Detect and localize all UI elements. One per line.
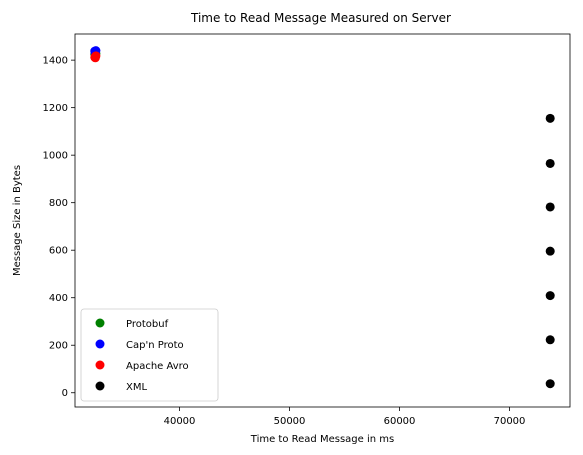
x-axis-label: Time to Read Message in ms [250,434,394,445]
legend-marker [95,360,105,370]
data-point-apache-avro-3 [90,53,100,63]
data-point-xml-0 [545,113,555,123]
x-tick-label: 70000 [494,416,526,427]
x-axis-ticks: 40000 50000 60000 70000 [164,407,526,427]
legend-entry-label: Protobuf [126,319,169,330]
legend-marker [95,339,105,349]
data-point-xml-3 [545,246,555,256]
y-tick-label: 1200 [43,103,68,114]
legend-entry-label: Cap'n Proto [126,340,184,351]
data-point-xml-6 [545,379,555,389]
y-tick-label: 600 [49,246,68,257]
data-point-xml-5 [545,335,555,345]
legend-box [80,308,219,402]
x-tick-label: 40000 [164,416,196,427]
y-tick-label: 1000 [43,151,68,162]
data-point-xml-2 [545,202,555,212]
data-point-xml-1 [545,158,555,168]
y-tick-label: 200 [49,341,68,352]
chart-title: Time to Read Message Measured on Server [190,11,451,25]
x-tick-label: 50000 [274,416,306,427]
x-tick-label: 60000 [384,416,416,427]
legend-entry-label: Apache Avro [126,361,189,372]
legend: Protobuf Cap'n Proto Apache Avro XML [80,308,219,402]
y-tick-label: 400 [49,293,68,304]
data-points [90,46,555,389]
y-tick-label: 800 [49,198,68,209]
plot-area [74,33,571,408]
legend-marker [95,381,105,391]
legend-entry-label: XML [126,382,147,393]
legend-marker [95,318,105,328]
y-tick-label: 0 [62,388,68,399]
data-point-xml-4 [545,291,555,301]
y-axis-label: Message Size in Bytes [12,165,23,276]
y-axis-ticks: 0 200 400 600 800 1000 1200 1400 [43,56,75,399]
y-tick-label: 1400 [43,56,68,67]
